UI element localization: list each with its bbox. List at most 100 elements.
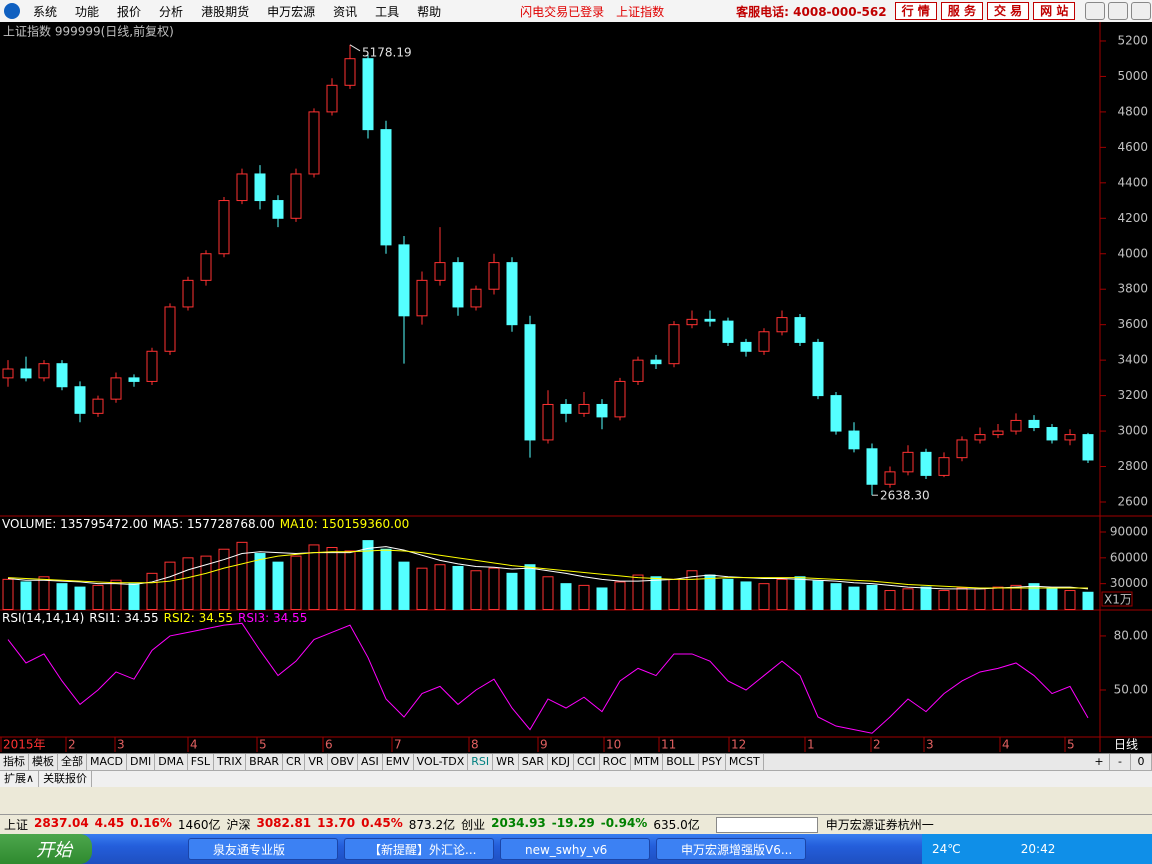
tab[interactable]: EMV [383,754,414,770]
volume-bar [866,584,878,610]
y-tick-label: 80.00 [1114,628,1148,642]
tab[interactable]: VR [305,754,328,770]
candle-body [650,359,662,365]
unit-label: X1万 [1104,593,1132,607]
tab[interactable]: CCI [574,754,600,770]
close[interactable] [1131,2,1152,20]
restore[interactable] [1108,2,1129,20]
candle-body [668,324,680,365]
tab[interactable]: RSI [468,754,494,770]
tab[interactable]: KDJ [548,754,574,770]
tab[interactable]: SAR [519,754,549,770]
tab-control[interactable]: 0 [1131,754,1152,770]
sub-tab[interactable]: 扩展∧ [0,771,40,787]
volume-bar [884,590,896,610]
ticker-items: 上证 2837.04 4.45 0.16% 1460亿 沪深 3082.81 13.70 0.4… [0,816,706,833]
volume-bar [506,572,518,610]
candle-body [452,262,464,308]
volume-bar [398,561,410,610]
tab[interactable]: 模板 [29,754,58,770]
candle-body [110,377,122,400]
nav-button[interactable]: 网 站 [1033,2,1076,20]
menu-item[interactable]: 功能 [75,4,100,19]
tab[interactable]: ROC [600,754,631,770]
tab[interactable]: ASI [358,754,383,770]
task-button[interactable]: 泉友通专业版 [188,838,338,860]
blank-panel [0,787,1152,814]
panel-header: VOLUME: 135795472.00 MA5: 157728768.00 MA1… [2,517,409,531]
nav-button[interactable]: 交 易 [986,2,1030,20]
tab[interactable]: FSL [188,754,214,770]
date-label: 11 [661,738,676,752]
tab-control[interactable]: + [1089,754,1110,770]
header-item: VOLUME: 135795472.00 [2,517,148,531]
volume-bar [668,578,680,610]
volume-bar [830,583,842,610]
candle-body [524,324,536,441]
menu-item[interactable]: 申万宏源 [267,4,316,19]
candle-body [1064,434,1076,441]
ticker-item: 0.16% [130,816,172,830]
tab[interactable]: MCST [726,754,764,770]
candle-body [542,403,554,441]
menu-item[interactable]: 系统 [33,4,58,19]
menu-item[interactable]: 帮助 [417,4,442,19]
candle-body [506,262,518,326]
candle-body [830,395,842,432]
tab[interactable]: 指标 [0,754,29,770]
tab[interactable]: OBV [328,754,358,770]
tab[interactable]: TRIX [214,754,247,770]
tab[interactable]: MACD [87,754,127,770]
candle-body [416,279,428,317]
nav-button[interactable]: 服 务 [940,2,983,20]
sub-tab[interactable]: 关联报价 [39,771,93,787]
volume-bar [182,557,194,610]
menu-item[interactable]: 分析 [159,4,184,19]
header-item: RSI2: 34.55 [164,611,233,625]
volume-bar [38,576,50,610]
candle-body [704,318,716,322]
menu-item[interactable]: 工具 [375,4,400,19]
candle-body [560,403,572,414]
menu-item[interactable]: 报价 [117,4,142,19]
minimize[interactable] [1085,2,1106,20]
start-button[interactable]: 开始 [0,834,92,864]
tab[interactable]: DMI [127,754,156,770]
menu-bar: 系统 功能 报价 分析 港股期货 申万宏源 资讯 工具 帮助 闪电交易已登录 上证指数 客服电话:… [0,0,1152,23]
tab[interactable]: 全部 [58,754,87,770]
candle-body [164,306,176,352]
candle-body [146,350,158,382]
volume-bar [344,550,356,610]
menu-item[interactable]: 资讯 [333,4,358,19]
tab[interactable]: DMA [155,754,188,770]
tab-control[interactable]: - [1110,754,1131,770]
task-button[interactable]: new_swhy_v6 [500,838,650,860]
ticker-item: 沪深 [226,818,251,832]
menu-item[interactable]: 港股期货 [201,4,250,19]
tab[interactable]: BOLL [663,754,699,770]
volume-bar [92,584,104,610]
task-button[interactable]: 申万宏源增强版V6... [656,838,806,860]
task-button[interactable]: 【新提醒】外汇论... [344,838,494,860]
tab[interactable]: PSY [699,754,726,770]
date-label: 6 [325,738,333,752]
candle-body [2,368,14,379]
candle-body [362,58,374,131]
volume-bar [452,565,464,610]
candle-body [596,403,608,418]
tab[interactable]: BRAR [246,754,284,770]
tab[interactable]: CR [283,754,306,770]
volume-bar [416,567,428,610]
candle-body [308,111,320,175]
broker: 申万宏源证券杭州一 [825,818,934,832]
tab[interactable]: WR [493,754,519,770]
candle-body [380,129,392,246]
logo [4,3,20,19]
tray: 24℃ 20:42 [922,834,1152,864]
y-tick-label: 2600 [1117,494,1148,508]
tab[interactable]: VOL-TDX [414,754,469,770]
candle-body [956,439,968,459]
y-tick-label: 4200 [1117,211,1148,225]
nav-button[interactable]: 行 情 [894,2,937,20]
tab[interactable]: MTM [631,754,664,770]
